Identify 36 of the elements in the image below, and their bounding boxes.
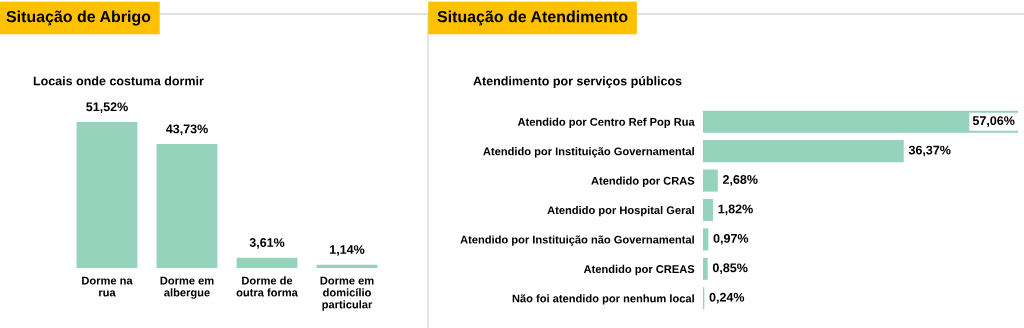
data-label: 43,73%	[165, 124, 208, 136]
data-label: 0,24%	[709, 292, 745, 304]
chart-subtitle: Locais onde costuma dormir	[33, 76, 204, 86]
y-tick-label: Não foi atendido por nenhum local	[512, 294, 694, 305]
y-tick-label: Atendido por Instituição Governamental	[483, 147, 694, 158]
text: Atendimento por serviços públicos	[473, 76, 682, 88]
data-label: 2,68%	[722, 175, 758, 186]
data-label: 36,37%	[908, 145, 951, 157]
data-label: 3,61%	[249, 238, 285, 249]
bar	[703, 140, 904, 163]
data-label: 57,06%	[972, 116, 1015, 127]
x-tick-label: Dorme em domicílio particular	[320, 276, 374, 311]
y-tick-label: Atendido por CREAS	[583, 264, 695, 276]
data-label: 51,52%	[86, 102, 128, 114]
bar	[703, 110, 1018, 133]
bar	[703, 228, 709, 251]
bar	[703, 257, 708, 280]
x-tick-label: Dorme na rua	[82, 276, 133, 297]
data-label: 1,82%	[718, 204, 753, 216]
chart-title: Situação de Abrigo	[6, 10, 151, 26]
y-tick-label: Atendido por CRAS	[591, 176, 695, 187]
data-label: 1,14%	[330, 245, 365, 256]
y-tick-label: Atendido por Centro Ref Pop Rua	[517, 117, 695, 129]
bar	[316, 264, 378, 268]
x-tick-label: Dorme de outra forma	[236, 276, 298, 297]
bar	[703, 198, 714, 222]
y-tick-label: Atendido por Hospital Geral	[547, 205, 694, 217]
data-label: 0,85%	[712, 263, 748, 275]
text: Situação de Atendimento	[437, 10, 628, 26]
x-tick-label: Dorme em albergue	[160, 276, 214, 299]
y-tick-label: Atendido por Instituição não Governamental	[460, 235, 694, 246]
bar	[236, 257, 298, 268]
data-label: 0,97%	[713, 233, 749, 245]
bar	[703, 169, 718, 192]
bar	[76, 122, 138, 268]
bar	[156, 144, 218, 268]
